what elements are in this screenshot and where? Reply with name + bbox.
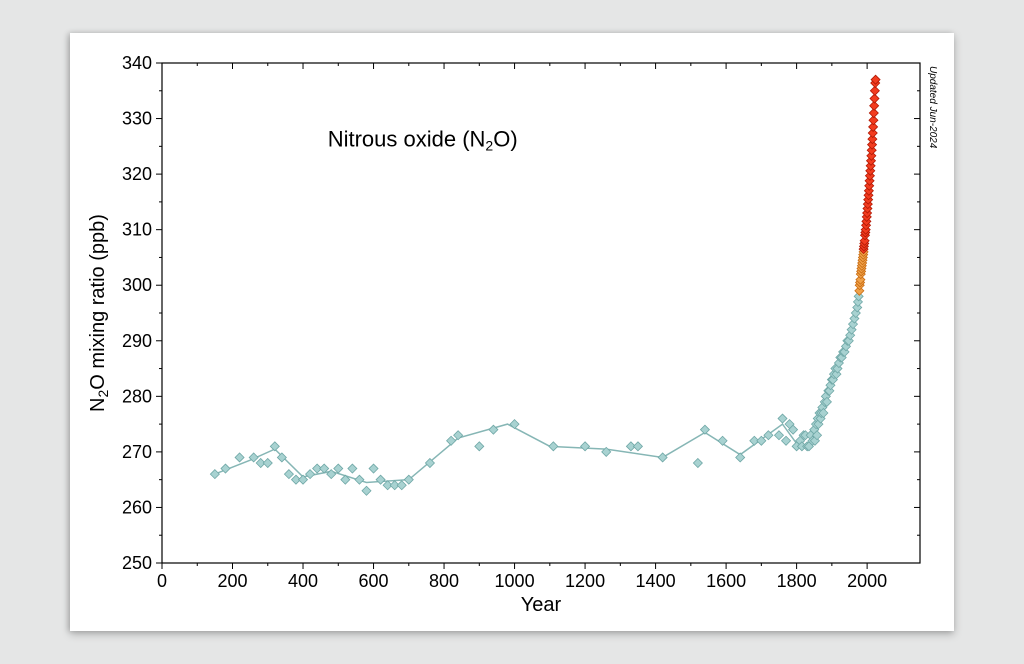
x-tick-label: 400 xyxy=(288,571,318,591)
marker-ice xyxy=(658,453,667,462)
marker-ice xyxy=(270,442,279,451)
y-tick-label: 270 xyxy=(122,442,152,462)
marker-ice xyxy=(454,431,463,440)
chart-title: Nitrous oxide (N2O) xyxy=(328,126,518,153)
marker-ice xyxy=(633,442,642,451)
marker-ice xyxy=(700,425,709,434)
y-tick-label: 250 xyxy=(122,553,152,573)
marker-ice xyxy=(210,470,219,479)
marker-ice xyxy=(369,464,378,473)
x-tick-label: 200 xyxy=(217,571,247,591)
update-note: Updated Jun-2024 xyxy=(927,66,938,149)
x-axis-label: Year xyxy=(521,594,562,616)
marker-ice xyxy=(355,475,364,484)
x-tick-label: 0 xyxy=(157,571,167,591)
x-tick-label: 1200 xyxy=(565,571,605,591)
marker-ice xyxy=(235,453,244,462)
marker-ice xyxy=(306,470,315,479)
y-tick-label: 320 xyxy=(122,164,152,184)
marker-ice xyxy=(447,436,456,445)
marker-ice xyxy=(327,470,336,479)
marker-ice xyxy=(778,414,787,423)
marker-ice xyxy=(362,486,371,495)
y-tick-label: 290 xyxy=(122,331,152,351)
x-tick-label: 1000 xyxy=(495,571,535,591)
x-tick-label: 600 xyxy=(359,571,389,591)
marker-ice xyxy=(348,464,357,473)
x-tick-label: 1400 xyxy=(636,571,676,591)
y-tick-label: 300 xyxy=(122,275,152,295)
x-tick-label: 800 xyxy=(429,571,459,591)
n2o-chart: 0 200 400 600 800 1000 1200 1400 1600 1800 2000 250… xyxy=(70,33,954,631)
y-tick-label: 330 xyxy=(122,109,152,129)
marker-ice xyxy=(475,442,484,451)
marker-ice xyxy=(718,436,727,445)
marker-ice xyxy=(510,420,519,429)
marker-ice xyxy=(334,464,343,473)
marker-ice xyxy=(397,481,406,490)
x-tick-label: 1800 xyxy=(777,571,817,591)
marker-ice xyxy=(284,470,293,479)
marker-ice xyxy=(263,459,272,468)
plot-border xyxy=(162,63,920,563)
marker-ice xyxy=(736,453,745,462)
y-tick-label: 310 xyxy=(122,220,152,240)
chart-frame: 0 200 400 600 800 1000 1200 1400 1600 1800 2000 250… xyxy=(70,33,954,631)
marker-ice xyxy=(376,475,385,484)
marker-ice xyxy=(774,431,783,440)
marker-ice xyxy=(581,442,590,451)
y-tick-label: 280 xyxy=(122,386,152,406)
x-tick-label: 2000 xyxy=(847,571,887,591)
y-axis-label: N2O mixing ratio (ppb) xyxy=(87,214,111,412)
x-tick-label: 1600 xyxy=(706,571,746,591)
y-tick-label: 260 xyxy=(122,497,152,517)
y-tick-label: 340 xyxy=(122,53,152,73)
marker-ice xyxy=(549,442,558,451)
marker-ice xyxy=(782,436,791,445)
marker-ice xyxy=(693,459,702,468)
smooth-line xyxy=(215,80,876,483)
marker-ice xyxy=(277,453,286,462)
